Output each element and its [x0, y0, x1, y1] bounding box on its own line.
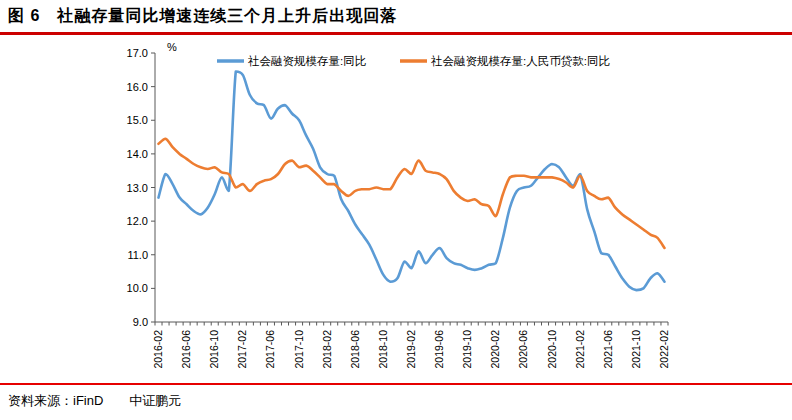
y-axis-unit-label: % [167, 41, 177, 53]
x-tick-label: 2020-10 [546, 330, 558, 369]
series-line-0 [159, 72, 665, 291]
x-tick-label: 2022-02 [658, 330, 670, 369]
x-tick-label: 2017-10 [293, 330, 305, 369]
x-tick-label: 2019-06 [433, 330, 445, 369]
x-tick-label: 2016-02 [152, 330, 164, 369]
series-line-1 [159, 139, 665, 248]
y-tick-label: 13.0 [127, 182, 148, 194]
footer-divider-line [0, 383, 792, 385]
line-chart: 9.0 10.0 11.0 12.0 13.0 14.0 15.0 16.0 17.0% 2016… [0, 0, 792, 420]
x-tick-label: 2018-02 [321, 330, 333, 369]
x-tick-label: 2021-02 [574, 330, 586, 369]
y-tick-label: 11.0 [127, 249, 148, 261]
x-tick-label: 2020-06 [517, 330, 529, 369]
y-tick-label: 10.0 [127, 282, 148, 294]
y-tick-label: 15.0 [127, 114, 148, 126]
x-tick-label: 2021-06 [602, 330, 614, 369]
x-tick-label: 2017-02 [236, 330, 248, 369]
y-axis: 9.0 10.0 11.0 12.0 13.0 14.0 15.0 16.0 17.0% [127, 41, 177, 328]
legend: 社会融资规模存量:同比 社会融资规模存量:人民币贷款:同比 [217, 55, 610, 68]
legend-label-1: 社会融资规模存量:人民币贷款:同比 [431, 55, 610, 68]
x-tick-label: 2018-10 [377, 330, 389, 369]
x-tick-label: 2020-02 [489, 330, 501, 369]
x-tick-label: 2019-10 [461, 330, 473, 369]
x-tick-label: 2016-10 [208, 330, 220, 369]
legend-item-1: 社会融资规模存量:人民币贷款:同比 [400, 55, 610, 68]
x-axis: 2016-02 2016-06 2016-10 2017-02 2017-06 2017-… [152, 322, 670, 369]
y-tick-label: 16.0 [127, 81, 148, 93]
x-tick-label: 2018-06 [349, 330, 361, 369]
legend-label-0: 社会融资规模存量:同比 [248, 55, 367, 67]
y-tick-label: 12.0 [127, 215, 148, 227]
y-tick-label: 9.0 [133, 316, 148, 328]
x-tick-label: 2019-02 [405, 330, 417, 369]
legend-item-0: 社会融资规模存量:同比 [217, 55, 367, 67]
y-tick-label: 14.0 [127, 148, 148, 160]
x-tick-label: 2021-10 [630, 330, 642, 369]
source-note: 资料来源：iFinD 中证鹏元 [8, 392, 181, 410]
x-tick-label: 2017-06 [264, 330, 276, 369]
x-tick-label: 2016-06 [180, 330, 192, 369]
y-tick-label: 17.0 [127, 47, 148, 59]
